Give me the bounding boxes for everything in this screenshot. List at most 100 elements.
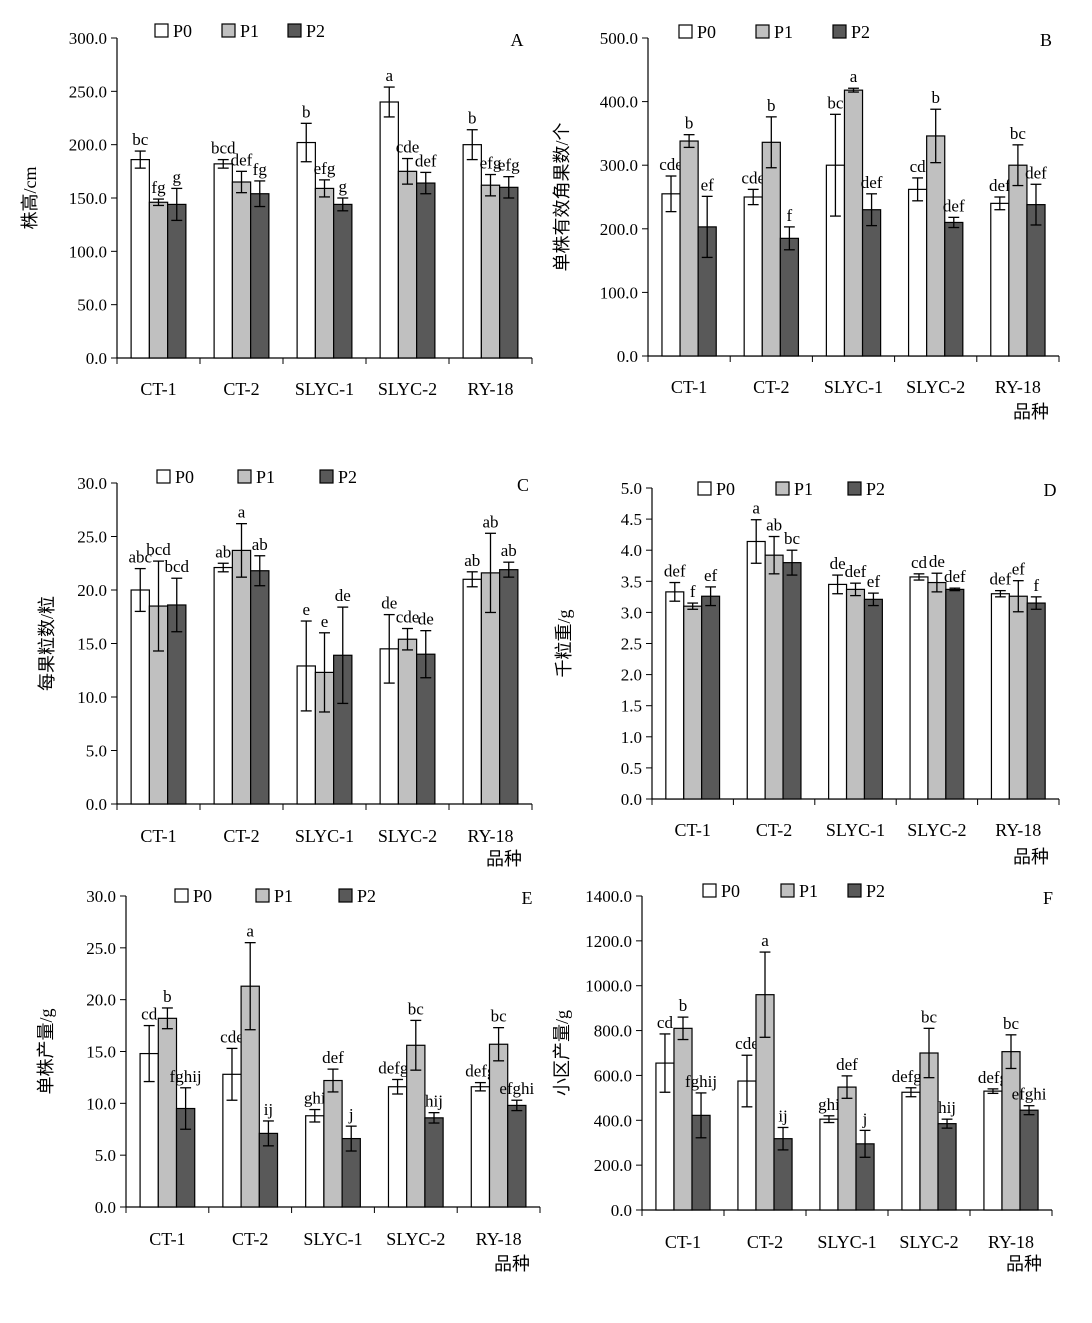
panel-letter: A	[511, 30, 524, 50]
legend-swatch-p0	[678, 24, 693, 39]
significance-label: efg	[480, 154, 502, 173]
x-category-label: SLYC-1	[303, 1229, 362, 1249]
significance-label: def	[415, 151, 437, 170]
chart-panel-e: 0.0 5.0 10.0 15.0 20.0 25.0 30.0 CT-1 CT-2 SLYC-1…	[36, 886, 541, 1274]
bar-p1	[761, 141, 781, 357]
x-axis-title: 品种	[1006, 1254, 1042, 1274]
bar-p0	[296, 141, 316, 359]
bar-p1	[1008, 164, 1028, 357]
panel-letter: F	[1043, 888, 1053, 908]
bar-p0	[665, 591, 685, 800]
bar-p0	[901, 1091, 921, 1211]
y-tick-label: 2.0	[621, 666, 642, 685]
bar-p0	[746, 540, 766, 800]
significance-label: b	[163, 987, 172, 1006]
x-axis-title: 品种	[486, 849, 522, 869]
significance-label: def	[943, 196, 965, 215]
y-tick-label: 5.0	[86, 742, 107, 761]
significance-label: j	[348, 1105, 354, 1124]
significance-label: def	[944, 567, 966, 586]
significance-label: f	[787, 206, 793, 225]
bar-p0	[213, 566, 233, 805]
y-tick-label: 200.0	[600, 220, 638, 239]
significance-label: cd	[910, 157, 927, 176]
y-tick-label: 1400.0	[585, 887, 632, 906]
y-tick-label: 0.0	[621, 790, 642, 809]
significance-label: efghi	[499, 1079, 534, 1098]
significance-label: bc	[921, 1007, 938, 1026]
y-tick-label: 30.0	[77, 474, 107, 493]
significance-label: def	[231, 150, 253, 169]
significance-label: de	[929, 552, 945, 571]
bar-p2	[1026, 204, 1046, 357]
bar-p0	[909, 576, 929, 800]
significance-label: ab	[501, 541, 517, 560]
y-tick-label: 2.5	[621, 635, 642, 654]
significance-label: cde	[735, 1034, 759, 1053]
bar-p0	[130, 589, 150, 805]
bar-p1	[488, 1043, 509, 1208]
significance-label: ef	[704, 566, 718, 585]
y-axis-title: 株高/cm	[20, 167, 40, 230]
bar-p0	[828, 583, 848, 800]
bar-p1	[843, 89, 864, 357]
x-category-label: CT-2	[756, 820, 792, 840]
significance-label: de	[830, 554, 846, 573]
legend-swatch-p1	[780, 883, 795, 898]
bar-p0	[462, 144, 482, 359]
x-category-label: RY-18	[476, 1229, 522, 1249]
y-tick-label: 0.0	[95, 1198, 116, 1217]
significance-label: def	[664, 562, 686, 581]
x-category-label: CT-2	[753, 377, 789, 397]
x-category-label: CT-1	[671, 377, 707, 397]
bar-p2	[167, 604, 187, 805]
y-tick-label: 4.5	[621, 510, 642, 529]
significance-label: bc	[132, 130, 149, 149]
y-tick-label: 0.0	[611, 1201, 632, 1220]
significance-label: bcd	[211, 139, 236, 158]
significance-label: bc	[1003, 1014, 1020, 1033]
legend-swatch-p0	[174, 888, 189, 903]
significance-label: bc	[1010, 124, 1027, 143]
bar-p1	[148, 201, 169, 359]
legend-swatch-p0	[154, 23, 169, 38]
significance-label: de	[335, 586, 351, 605]
x-category-label: RY-18	[467, 379, 513, 399]
bar-p1	[679, 140, 699, 357]
x-category-label: SLYC-1	[295, 379, 354, 399]
legend-swatch-p0	[156, 469, 171, 484]
y-tick-label: 150.0	[69, 189, 107, 208]
y-tick-label: 800.0	[594, 1022, 632, 1041]
bar-p0	[130, 159, 150, 359]
significance-label: b	[468, 109, 477, 128]
significance-label: a	[238, 503, 246, 522]
significance-label: def	[861, 173, 883, 192]
significance-label: a	[246, 922, 254, 941]
chart-panel-b: 0.0 100.0 200.0 300.0 400.0 500.0 CT-1 CT-2 SLYC…	[552, 22, 1060, 422]
bar-p1	[231, 549, 252, 805]
significance-label: g	[173, 167, 182, 186]
legend-label-p2: P2	[338, 467, 357, 487]
legend-label-p0: P0	[175, 467, 194, 487]
significance-label: ab	[215, 542, 231, 561]
x-category-label: CT-2	[223, 826, 259, 846]
y-tick-label: 400.0	[600, 93, 638, 112]
y-tick-label: 4.0	[621, 541, 642, 560]
bar-p1	[397, 170, 418, 359]
significance-label: g	[339, 177, 348, 196]
y-tick-label: 600.0	[594, 1066, 632, 1085]
bar-p1	[926, 135, 946, 357]
bar-p2	[250, 570, 270, 805]
significance-label: cd	[911, 553, 928, 572]
x-category-label: RY-18	[467, 826, 513, 846]
x-category-label: CT-1	[140, 826, 176, 846]
x-category-label: SLYC-2	[906, 377, 965, 397]
y-tick-label: 0.0	[617, 347, 638, 366]
legend-label-p1: P1	[256, 467, 275, 487]
bar-p1	[845, 588, 866, 800]
y-tick-label: 0.5	[621, 759, 642, 778]
y-tick-label: 20.0	[77, 581, 107, 600]
bar-p0	[907, 188, 928, 357]
y-tick-label: 250.0	[69, 82, 107, 101]
x-category-label: SLYC-1	[824, 377, 883, 397]
